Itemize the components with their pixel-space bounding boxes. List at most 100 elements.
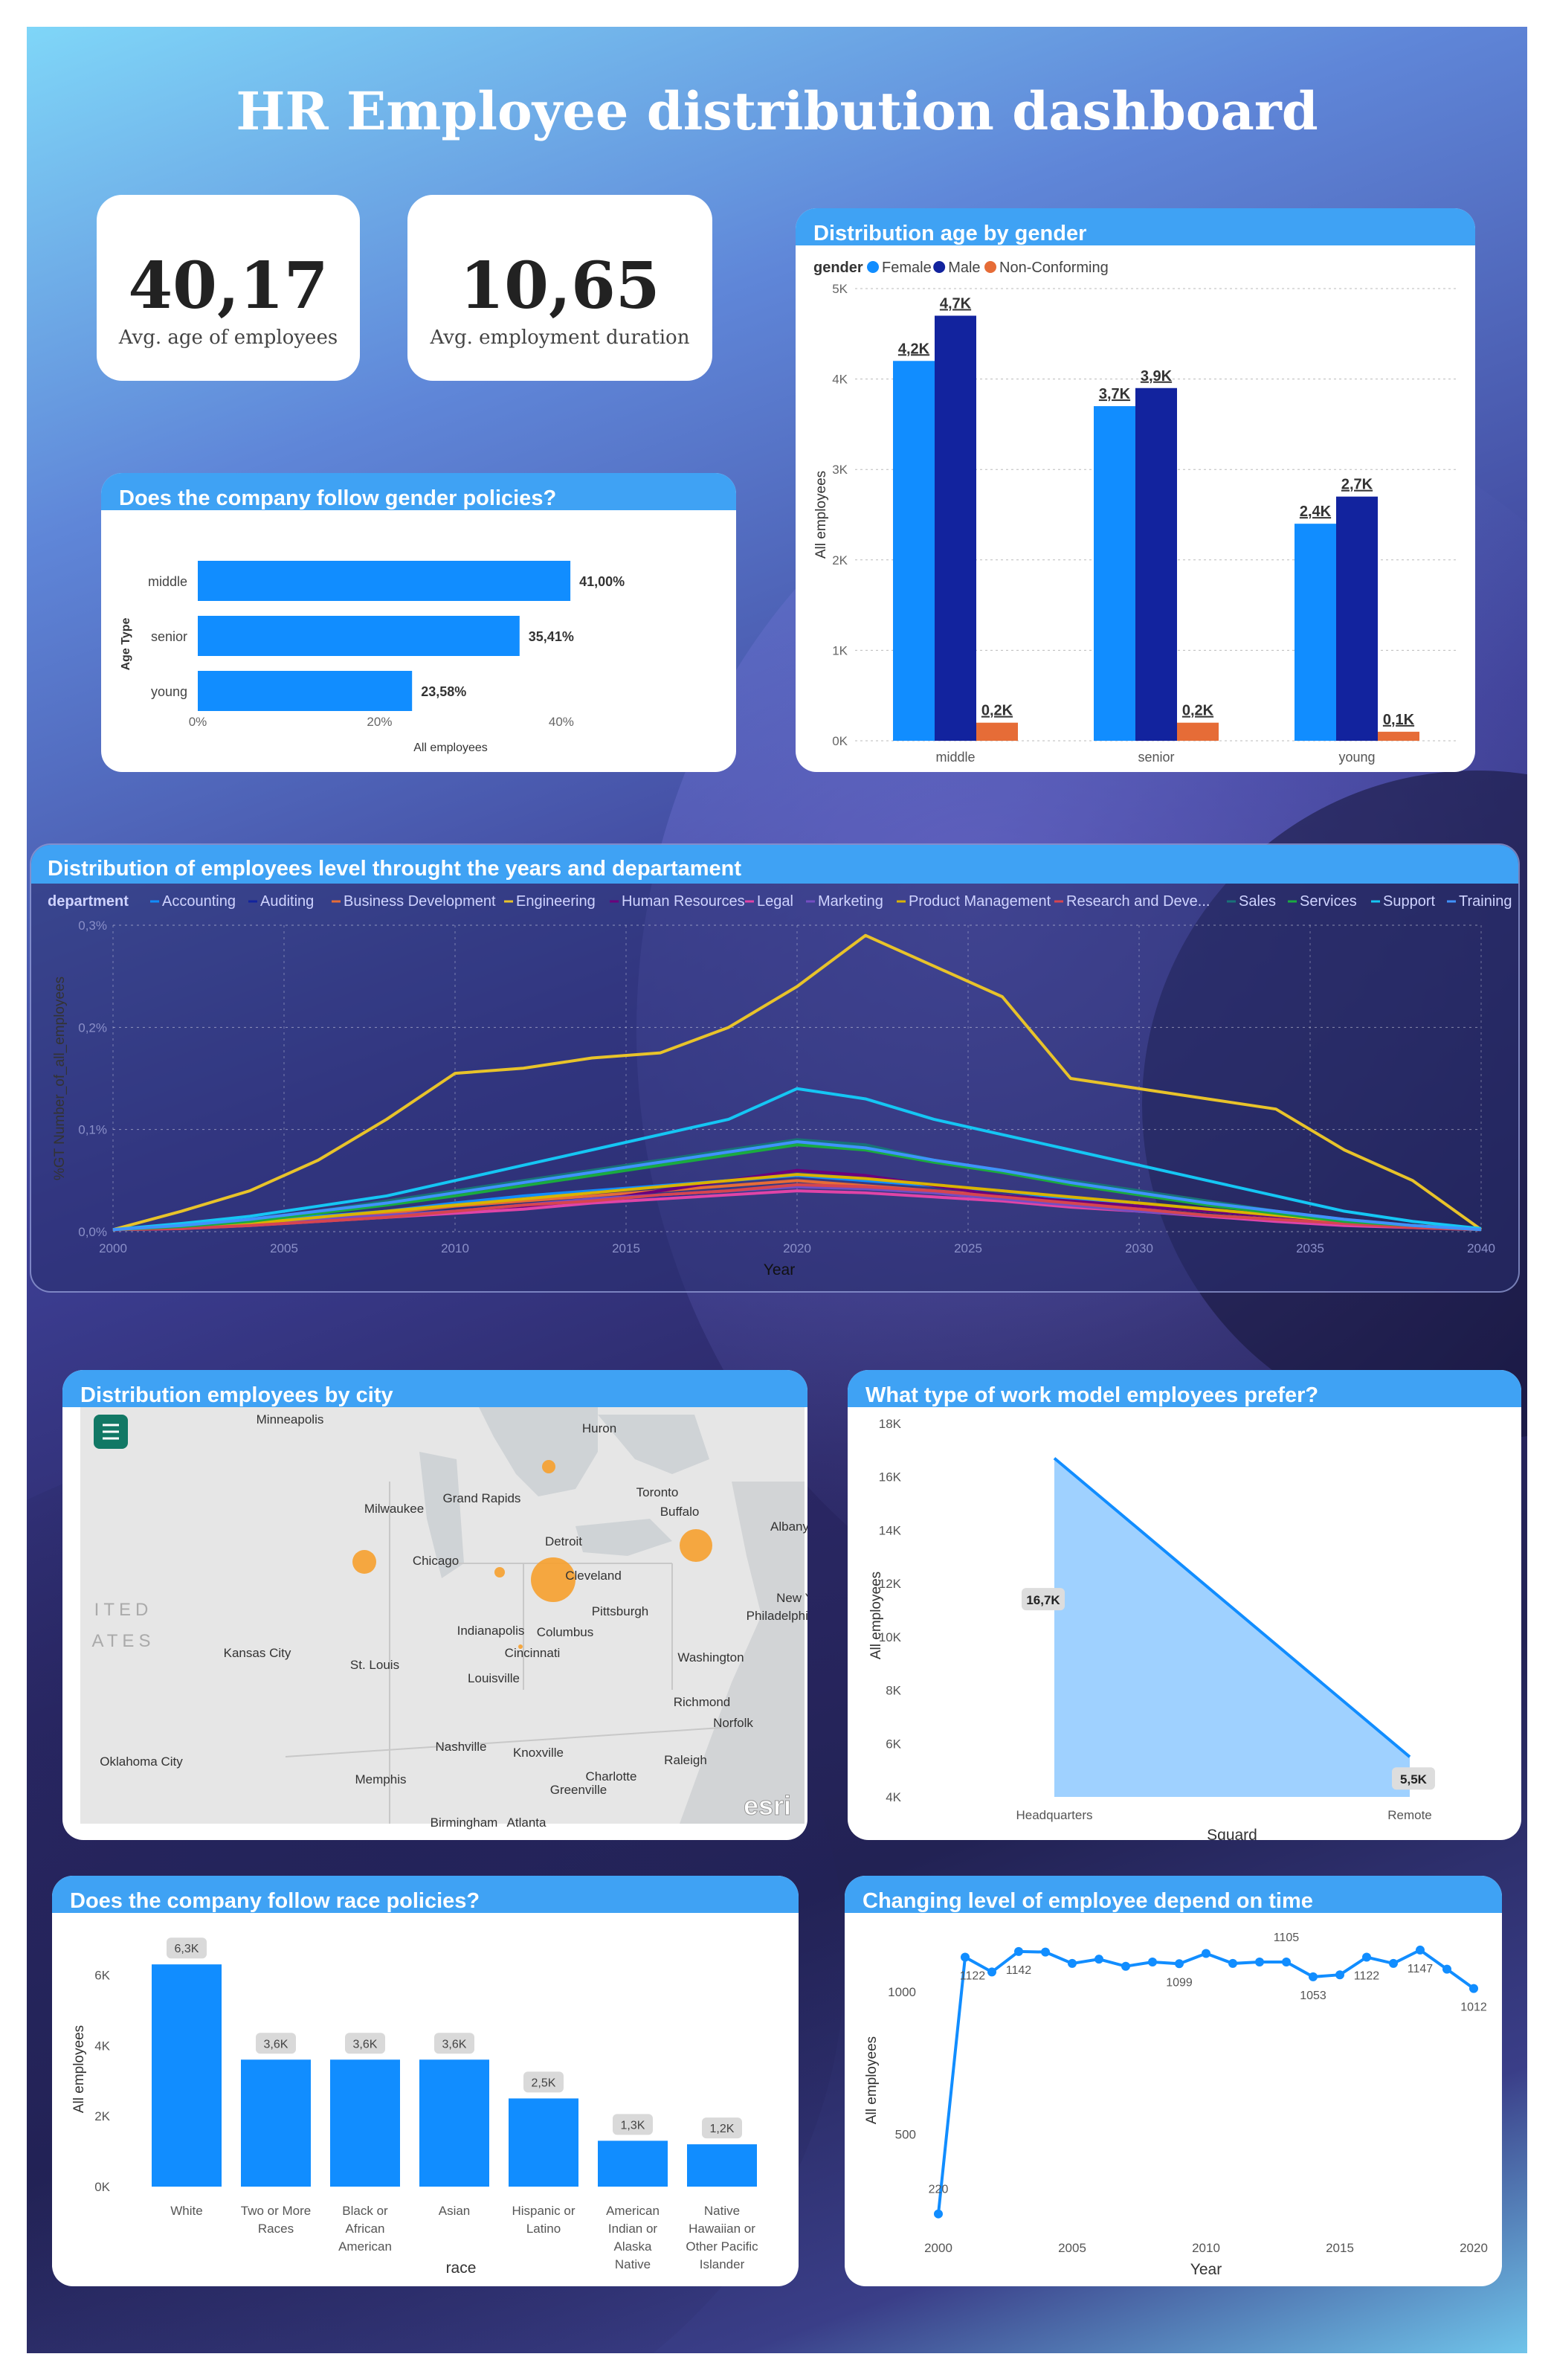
legend-label: Services	[1300, 893, 1357, 910]
data-label-bg	[702, 2117, 742, 2139]
y-tick-label: 16K	[879, 1470, 902, 1485]
kpi-card-avg-duration[interactable]: 10,65 Avg. employment duration	[407, 195, 712, 381]
x-tick-label: 2035	[1296, 1241, 1324, 1255]
data-label: 3,9K	[1141, 368, 1173, 385]
data-point	[987, 1967, 996, 1977]
x-tick-label: 2010	[441, 1241, 469, 1255]
data-label-bg	[167, 1937, 207, 1959]
data-label: 1122	[1354, 1970, 1380, 1983]
kpi-value: 10,65	[460, 248, 660, 324]
gender-policies-card[interactable]: Does the company follow gender policies?…	[101, 473, 736, 772]
work-model-card[interactable]: What type of work model employees prefer…	[848, 1370, 1521, 1840]
data-point	[961, 1952, 970, 1962]
legend-label: Legal	[757, 893, 793, 910]
legend-label: Sales	[1239, 893, 1276, 910]
data-point	[1389, 1958, 1398, 1968]
data-label: 0,2K	[981, 703, 1013, 719]
ocean-shape	[680, 1482, 805, 1824]
data-point	[1469, 1984, 1478, 1993]
map-label: Toronto	[636, 1485, 679, 1499]
category-label: African	[346, 2222, 385, 2236]
category-label: young	[1338, 750, 1375, 765]
city-map[interactable]: Minneapolis Huron Toronto Milwaukee Grand Ra…	[62, 1370, 807, 1840]
data-label: 2,5K	[532, 2077, 556, 2089]
legend-label: Non-Conforming	[999, 260, 1109, 276]
data-label: 0,2K	[1182, 703, 1214, 719]
bar	[935, 315, 976, 741]
category-label: Islander	[700, 2257, 745, 2271]
map-label: Cincinnati	[505, 1646, 561, 1660]
x-axis-label: All employees	[413, 742, 488, 754]
dashboard-canvas: HR Employee distribution dashboard 40,17…	[27, 27, 1527, 2353]
age-gender-card[interactable]: Distribution age by gender gender Female M…	[796, 208, 1475, 772]
legend-title: gender	[813, 260, 863, 276]
data-label: 2,4K	[1300, 504, 1332, 520]
data-label-bg	[345, 2033, 385, 2054]
x-tick-label: 2005	[270, 1241, 298, 1255]
category-label: Other Pacific	[686, 2239, 758, 2254]
category-label: American	[338, 2239, 392, 2254]
level-time-card[interactable]: Changing level of employee depend on tim…	[845, 1876, 1502, 2286]
data-label: 1012	[1460, 2001, 1487, 2014]
category-label: middle	[148, 574, 187, 589]
x-tick-label: 2000	[924, 2241, 952, 2255]
map-label: ATES	[92, 1631, 155, 1651]
race-policies-card[interactable]: Does the company follow race policies? 0…	[52, 1876, 799, 2286]
category-label: Races	[258, 2222, 294, 2236]
y-tick-label: 0K	[832, 734, 848, 748]
data-label-bg	[434, 2033, 474, 2054]
kpi-card-avg-age[interactable]: 40,17 Avg. age of employees	[97, 195, 360, 381]
card-title: Changing level of employee depend on tim…	[845, 1876, 1502, 1913]
levels-years-card[interactable]: Distribution of employees level throught…	[30, 843, 1520, 1293]
series-line	[112, 1140, 1482, 1232]
data-point	[1335, 1970, 1344, 1980]
map-label: Atlanta	[507, 1815, 547, 1830]
category-label: young	[151, 684, 187, 699]
data-point	[1442, 1964, 1451, 1974]
category-label: Native	[615, 2257, 651, 2271]
legend-label: Marketing	[818, 893, 883, 910]
y-tick-label: 1K	[832, 643, 848, 657]
map-label: ITED	[94, 1600, 153, 1620]
gender-policies-chart: middle 41,00% senior 35,41% young 23,58% 0% 20%…	[120, 561, 625, 754]
card-title: Distribution age by gender	[796, 208, 1475, 245]
map-label: Nashville	[436, 1740, 487, 1754]
data-point	[1121, 1961, 1130, 1971]
data-point	[1202, 1949, 1210, 1958]
map-label: Cleveland	[565, 1569, 622, 1583]
x-tick-label: 2030	[1125, 1241, 1153, 1255]
y-axis-label: All employees	[71, 2025, 87, 2113]
lake-shape	[576, 1519, 672, 1556]
bar	[1378, 731, 1419, 741]
series-line	[112, 933, 1483, 1232]
legend-label: Female	[882, 260, 932, 276]
category-label: Native	[704, 2204, 740, 2218]
legend-marker	[933, 261, 946, 273]
category-label: White	[170, 2204, 202, 2218]
age-gender-chart: gender Female Male Non-Conforming 0K 1K 2K 3K 4K…	[813, 260, 1457, 772]
data-label-bg	[523, 2071, 564, 2093]
data-point	[1309, 1972, 1318, 1981]
kpi-label: Avg. employment duration	[430, 327, 690, 349]
x-axis-label: race	[446, 2260, 477, 2277]
kpi-value: 40,17	[128, 248, 329, 324]
bar	[687, 2144, 757, 2187]
map-label: Greenville	[550, 1783, 607, 1797]
series-line	[937, 1948, 1475, 2214]
data-label: 1099	[1166, 1976, 1193, 1989]
card-title: Distribution of employees level throught…	[31, 845, 1518, 884]
legend-label: Male	[948, 260, 980, 276]
city-map-card[interactable]: Distribution employees by city Minneapol…	[62, 1370, 807, 1840]
y-tick-label: 10K	[879, 1630, 902, 1644]
map-label: Huron	[582, 1421, 616, 1435]
x-tick-label: 2040	[1467, 1241, 1495, 1255]
state-border	[285, 1726, 732, 1757]
data-label-bg	[1392, 1767, 1435, 1790]
map-label: Oklahoma City	[100, 1755, 183, 1769]
map-label: Columbus	[537, 1625, 594, 1639]
map-label: Indianapolis	[457, 1624, 525, 1638]
data-label: 1105	[1274, 1932, 1300, 1944]
legend-label: Business Development	[344, 893, 496, 910]
y-axis-label: %GT Number_of_all_employees	[52, 977, 68, 1180]
category-label: Headquarters	[1016, 1808, 1092, 1822]
